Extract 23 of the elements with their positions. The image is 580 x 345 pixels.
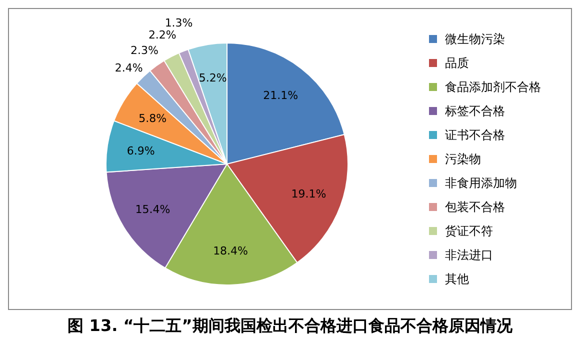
data-label: 1.3% (164, 16, 193, 30)
data-label: 5.8% (138, 112, 167, 126)
data-label: 6.9% (126, 144, 155, 158)
text: 图 13. “十二五”期间我国检出不合格进口食品不合格原因情况 (66, 316, 514, 337)
legend-label: 品质 (445, 54, 469, 72)
data-label: 2.3% (130, 44, 158, 58)
legend-label: 证书不合格 (445, 126, 505, 144)
legend-label: 食品添加剂不合格 (445, 78, 541, 96)
data-label: 21.1% (263, 88, 298, 102)
legend-label: 污染物 (445, 150, 481, 168)
legend-label: 其他 (445, 270, 469, 288)
data-label: 2.2% (148, 28, 176, 42)
legend-label: 货证不符 (445, 222, 493, 240)
legend-label: 微生物污染 (445, 30, 505, 48)
legend-label: 非法进口 (445, 246, 493, 264)
data-label: 5.2% (198, 72, 227, 85)
data-label: 2.4% (114, 62, 143, 75)
data-label: 18.4% (213, 244, 248, 258)
legend-label: 包装不合格 (445, 198, 505, 216)
data-label: 15.4% (135, 203, 170, 216)
legend-label: 标签不合格 (445, 102, 505, 120)
legend-label: 非食用添加物 (445, 174, 517, 192)
data-label: 19.1% (291, 188, 326, 201)
